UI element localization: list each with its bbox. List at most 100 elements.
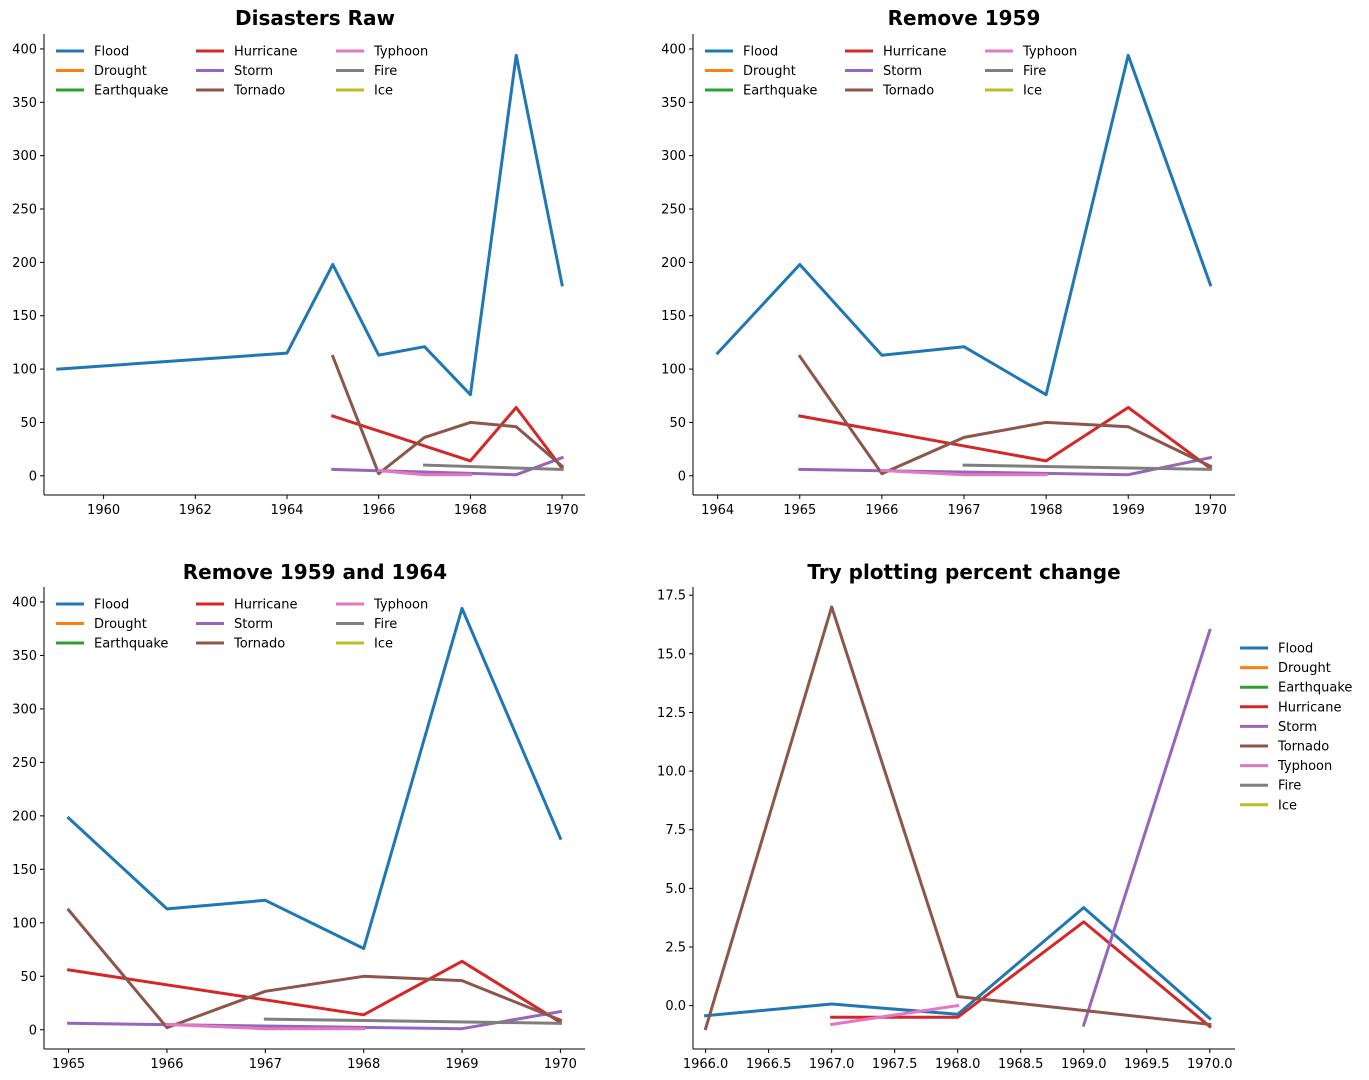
legend-label: Typhoon [1277, 759, 1332, 774]
legend-label: Hurricane [883, 45, 946, 60]
legend-item-storm: Storm [196, 64, 273, 79]
legend-label: Ice [1278, 798, 1297, 813]
series-line-flood [56, 53, 564, 397]
series-line-fire [263, 1017, 562, 1025]
legend-item-earthquake: Earthquake [705, 84, 817, 99]
series-line-tornado [330, 354, 565, 476]
y-tick-label: 150 [12, 309, 37, 324]
legend-label: Earthquake [94, 637, 168, 652]
legend-item-flood: Flood [705, 45, 778, 60]
series-line-hurricane [830, 920, 1212, 1029]
y-tick-label: 400 [12, 595, 37, 610]
x-tick-label: 1970 [1194, 503, 1227, 518]
y-tick-label: 100 [661, 363, 686, 378]
legend-label: Tornado [233, 637, 285, 652]
legend-item-storm: Storm [1240, 720, 1317, 735]
x-tick-label: 1968 [454, 503, 487, 518]
legend-item-tornado: Tornado [196, 637, 285, 652]
legend-label: Fire [374, 64, 397, 79]
x-tick-label: 1969 [1112, 503, 1145, 518]
x-tick-label: 1966 [362, 503, 395, 518]
y-tick-label: 10.0 [657, 765, 686, 780]
legend-label: Earthquake [94, 84, 168, 99]
series-line-fire [422, 463, 564, 471]
legend-item-drought: Drought [705, 64, 796, 79]
x-tick-label: 1967 [249, 1057, 282, 1072]
series-line-tornado [703, 605, 1212, 1031]
legend-item-earthquake: Earthquake [56, 84, 168, 99]
legend-label: Fire [374, 617, 397, 632]
legend-item-flood: Flood [56, 45, 129, 60]
legend-item-tornado: Tornado [845, 84, 934, 99]
y-tick-label: 0 [29, 1023, 37, 1038]
legend-label: Storm [234, 617, 273, 632]
legend-label: Typhoon [373, 598, 428, 613]
y-tick-label: 350 [12, 96, 37, 111]
y-tick-label: 150 [12, 863, 37, 878]
series-line-hurricane [66, 959, 563, 1025]
legend-item-earthquake: Earthquake [56, 637, 168, 652]
series-line-storm [1081, 628, 1212, 1027]
x-tick-label: 1964 [701, 503, 734, 518]
y-tick-label: 300 [12, 149, 37, 164]
x-tick-label: 1966.5 [746, 1057, 792, 1072]
legend-item-fire: Fire [336, 617, 397, 632]
series-line-typhoon [165, 1022, 366, 1031]
y-tick-label: 15.0 [657, 647, 686, 662]
series-line-typhoon [829, 1003, 960, 1027]
legend-item-ice: Ice [985, 84, 1042, 99]
y-tick-label: 250 [12, 203, 37, 218]
series-line-fire [962, 463, 1212, 471]
legend-item-hurricane: Hurricane [845, 45, 946, 60]
x-tick-label: 1962 [179, 503, 212, 518]
panel-title: Disasters Raw [235, 6, 395, 30]
y-tick-label: 17.5 [657, 589, 686, 604]
x-tick-label: 1967.0 [809, 1057, 855, 1072]
y-tick-label: 100 [12, 363, 37, 378]
y-tick-label: 250 [12, 756, 37, 771]
legend-label: Drought [94, 617, 147, 632]
legend-label: Ice [1023, 84, 1042, 99]
x-tick-label: 1966 [865, 503, 898, 518]
y-tick-label: 12.5 [657, 706, 686, 721]
legend-label: Drought [1278, 661, 1331, 676]
legend-label: Flood [94, 598, 129, 613]
x-tick-label: 1967 [947, 503, 980, 518]
legend-label: Drought [94, 64, 147, 79]
legend-label: Flood [94, 45, 129, 60]
legend-item-flood: Flood [1240, 642, 1313, 657]
legend-item-hurricane: Hurricane [1240, 700, 1341, 715]
panel-percent-change: Try plotting percent change 0.0 2.5 5.0 7.5… [657, 560, 1352, 1072]
panel-title: Remove 1959 and 1964 [183, 560, 447, 584]
y-tick-label: 400 [12, 42, 37, 57]
y-tick-label: 200 [12, 809, 37, 824]
legend-label: Earthquake [1278, 681, 1352, 696]
y-tick-label: 50 [20, 970, 37, 985]
legend-label: Drought [743, 64, 796, 79]
x-tick-label: 1968 [347, 1057, 380, 1072]
legend-item-drought: Drought [56, 64, 147, 79]
legend-item-drought: Drought [1240, 661, 1331, 676]
legend: Flood Drought Earthquake Hurricane Storm Torn… [1240, 642, 1352, 813]
legend: Flood Drought Earthquake Hurricane Storm Torn… [705, 45, 1077, 99]
x-tick-label: 1968.5 [998, 1057, 1044, 1072]
legend-label: Hurricane [234, 598, 297, 613]
legend-item-typhoon: Typhoon [336, 598, 428, 613]
legend-label: Storm [883, 64, 922, 79]
legend-item-earthquake: Earthquake [1240, 681, 1352, 696]
legend-label: Tornado [1277, 740, 1329, 755]
legend-item-drought: Drought [56, 617, 147, 632]
x-tick-label: 1968 [1030, 503, 1063, 518]
x-tick-label: 1970.0 [1187, 1057, 1233, 1072]
legend-label: Typhoon [1022, 45, 1077, 60]
legend: Flood Drought Earthquake Hurricane Storm Torn… [56, 598, 428, 652]
legend: Flood Drought Earthquake Hurricane Storm Torn… [56, 45, 428, 99]
series-line-tornado [797, 354, 1213, 476]
series-line-flood [715, 53, 1213, 397]
y-tick-label: 7.5 [665, 823, 686, 838]
legend-item-fire: Fire [985, 64, 1046, 79]
x-tick-label: 1968.0 [935, 1057, 981, 1072]
legend-item-flood: Flood [56, 598, 129, 613]
series-line-typhoon [880, 468, 1048, 477]
